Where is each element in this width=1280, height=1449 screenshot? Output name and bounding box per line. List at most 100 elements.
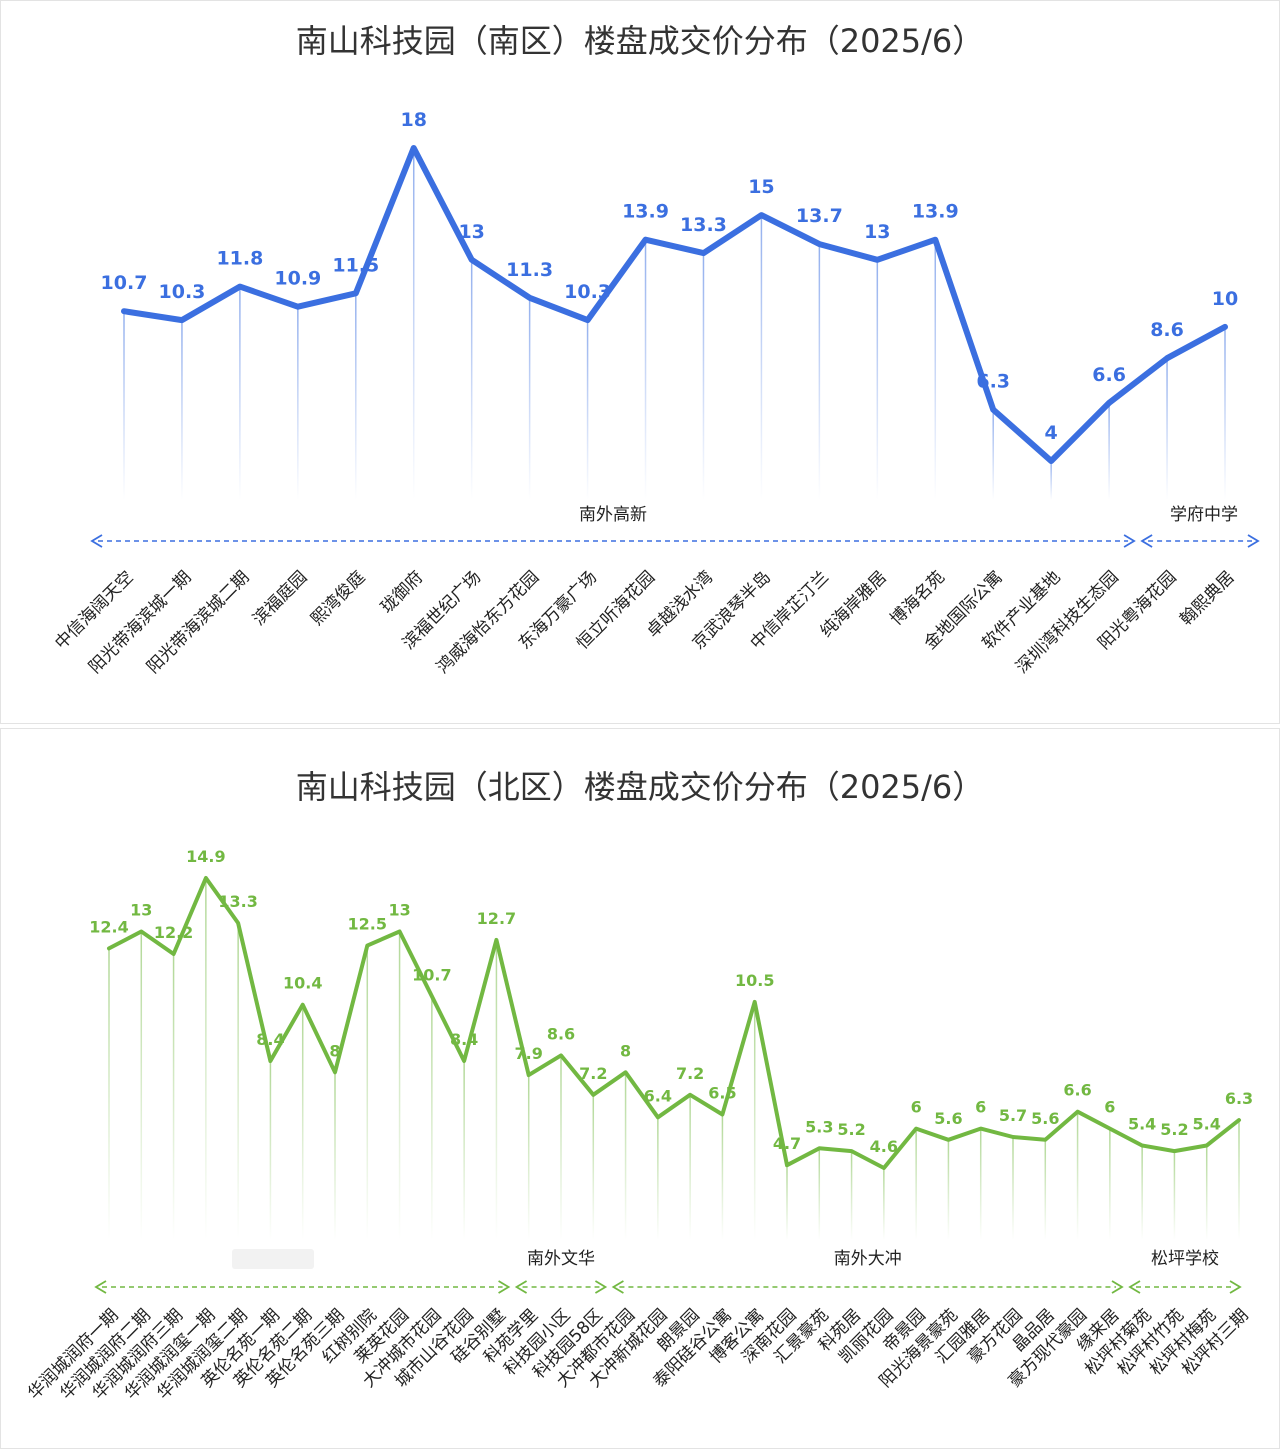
- drop-line: [1141, 1145, 1143, 1240]
- data-label: 13.9: [622, 201, 669, 223]
- arrow-head-right: [1247, 534, 1260, 548]
- drop-line: [366, 945, 369, 1240]
- north-chart-panel: [0, 728, 1280, 1449]
- drop-line: [205, 878, 207, 1240]
- data-label: 13: [864, 221, 890, 243]
- data-label: 14.9: [186, 847, 225, 866]
- data-label: 13: [458, 221, 484, 243]
- drop-line: [1012, 1137, 1014, 1240]
- data-label: 5.2: [837, 1120, 865, 1139]
- series-line: [121, 145, 1228, 464]
- data-label: 10.7: [101, 272, 148, 294]
- drop-line: [463, 1061, 465, 1240]
- data-label: 6.3: [1225, 1089, 1253, 1108]
- data-label: 6: [911, 1098, 922, 1117]
- data-label: 5.7: [999, 1106, 1027, 1125]
- drop-line: [786, 1165, 788, 1240]
- data-label: 7.2: [676, 1064, 704, 1083]
- arrow-head-left: [1140, 534, 1153, 548]
- data-label: 7.9: [515, 1044, 543, 1063]
- arrow-head-left: [90, 534, 103, 548]
- arrow-head-right: [1111, 1280, 1124, 1294]
- arrow-head-right: [498, 1280, 511, 1294]
- series-line: [107, 876, 1241, 1170]
- arrow-head-left: [514, 1280, 528, 1294]
- group-label: 南外高新: [579, 505, 647, 525]
- data-label: 12.2: [154, 923, 193, 942]
- drop-line: [915, 1128, 917, 1240]
- data-label: 4.7: [773, 1134, 801, 1153]
- arrow-head-left: [94, 1280, 107, 1294]
- south-chart-title: 南山科技园（南区）楼盘成交价分布（2025/6）: [295, 22, 985, 60]
- drop-line: [398, 931, 401, 1240]
- drop-line: [269, 1061, 272, 1240]
- drop-line: [689, 1094, 691, 1240]
- drop-line: [527, 1075, 530, 1240]
- south-chart-panel: [0, 0, 1280, 724]
- drop-line: [412, 148, 415, 500]
- data-label: 6.3: [976, 371, 1010, 393]
- data-label: 10: [1212, 288, 1238, 310]
- data-label: 12.5: [348, 915, 387, 934]
- drop-line: [528, 297, 531, 500]
- drop-line: [657, 1117, 659, 1240]
- drop-line: [979, 1128, 982, 1240]
- drop-line: [1050, 461, 1052, 500]
- drop-line: [644, 239, 647, 500]
- drop-line: [586, 320, 589, 500]
- drop-line: [1109, 1128, 1111, 1240]
- drop-line: [301, 1004, 304, 1240]
- drop-line: [172, 954, 175, 1240]
- drop-line: [108, 948, 110, 1240]
- drop-line: [355, 293, 357, 500]
- arrow-head-left: [1128, 1280, 1141, 1294]
- drop-line: [1076, 1111, 1079, 1240]
- group-label: 南外文华: [527, 1249, 595, 1269]
- drop-line: [470, 259, 473, 500]
- data-label: 13.3: [218, 892, 257, 911]
- arrow-head-right: [594, 1280, 608, 1294]
- data-label: 6: [1104, 1098, 1115, 1117]
- drop-line: [334, 1072, 336, 1240]
- data-label: 13: [388, 900, 410, 919]
- drop-line: [850, 1151, 853, 1240]
- drop-line: [876, 259, 879, 500]
- drop-line: [237, 923, 239, 1240]
- data-label: 8.6: [1150, 319, 1184, 341]
- drop-line: [818, 1148, 821, 1240]
- data-label: 10.9: [274, 268, 321, 290]
- drop-line: [431, 996, 433, 1240]
- drop-line: [560, 1055, 562, 1240]
- data-label: 4: [1045, 422, 1058, 444]
- data-label: 6.6: [1092, 364, 1126, 386]
- data-label: 5.3: [805, 1117, 833, 1136]
- data-label: 6: [975, 1098, 986, 1117]
- drop-line: [140, 931, 143, 1240]
- data-label: 10.3: [564, 281, 611, 303]
- arrow-head-left: [611, 1280, 624, 1294]
- data-label: 11.3: [506, 259, 553, 281]
- group-label: 南外大冲: [834, 1249, 902, 1269]
- drop-line: [297, 306, 299, 500]
- drop-line: [753, 1001, 756, 1240]
- drop-line: [883, 1168, 885, 1240]
- data-label: 8.6: [547, 1024, 575, 1043]
- drop-line: [181, 320, 183, 500]
- data-label: 13.3: [680, 214, 727, 236]
- data-label: 8.4: [450, 1030, 478, 1049]
- group-label: 学府中学: [1170, 505, 1238, 525]
- drop-line: [947, 1139, 950, 1240]
- data-label: 11.5: [332, 254, 379, 276]
- drop-line: [123, 311, 125, 500]
- arrow-head-right: [1123, 534, 1136, 548]
- data-label: 5.6: [934, 1109, 962, 1128]
- drop-line: [702, 253, 705, 500]
- drop-line: [495, 939, 498, 1240]
- drop-line: [721, 1114, 724, 1240]
- data-label: 5.6: [1031, 1109, 1059, 1128]
- drop-line: [1044, 1139, 1047, 1240]
- data-label: 5.2: [1160, 1120, 1188, 1139]
- data-label: 12.4: [89, 917, 128, 936]
- data-label: 10.4: [283, 974, 322, 993]
